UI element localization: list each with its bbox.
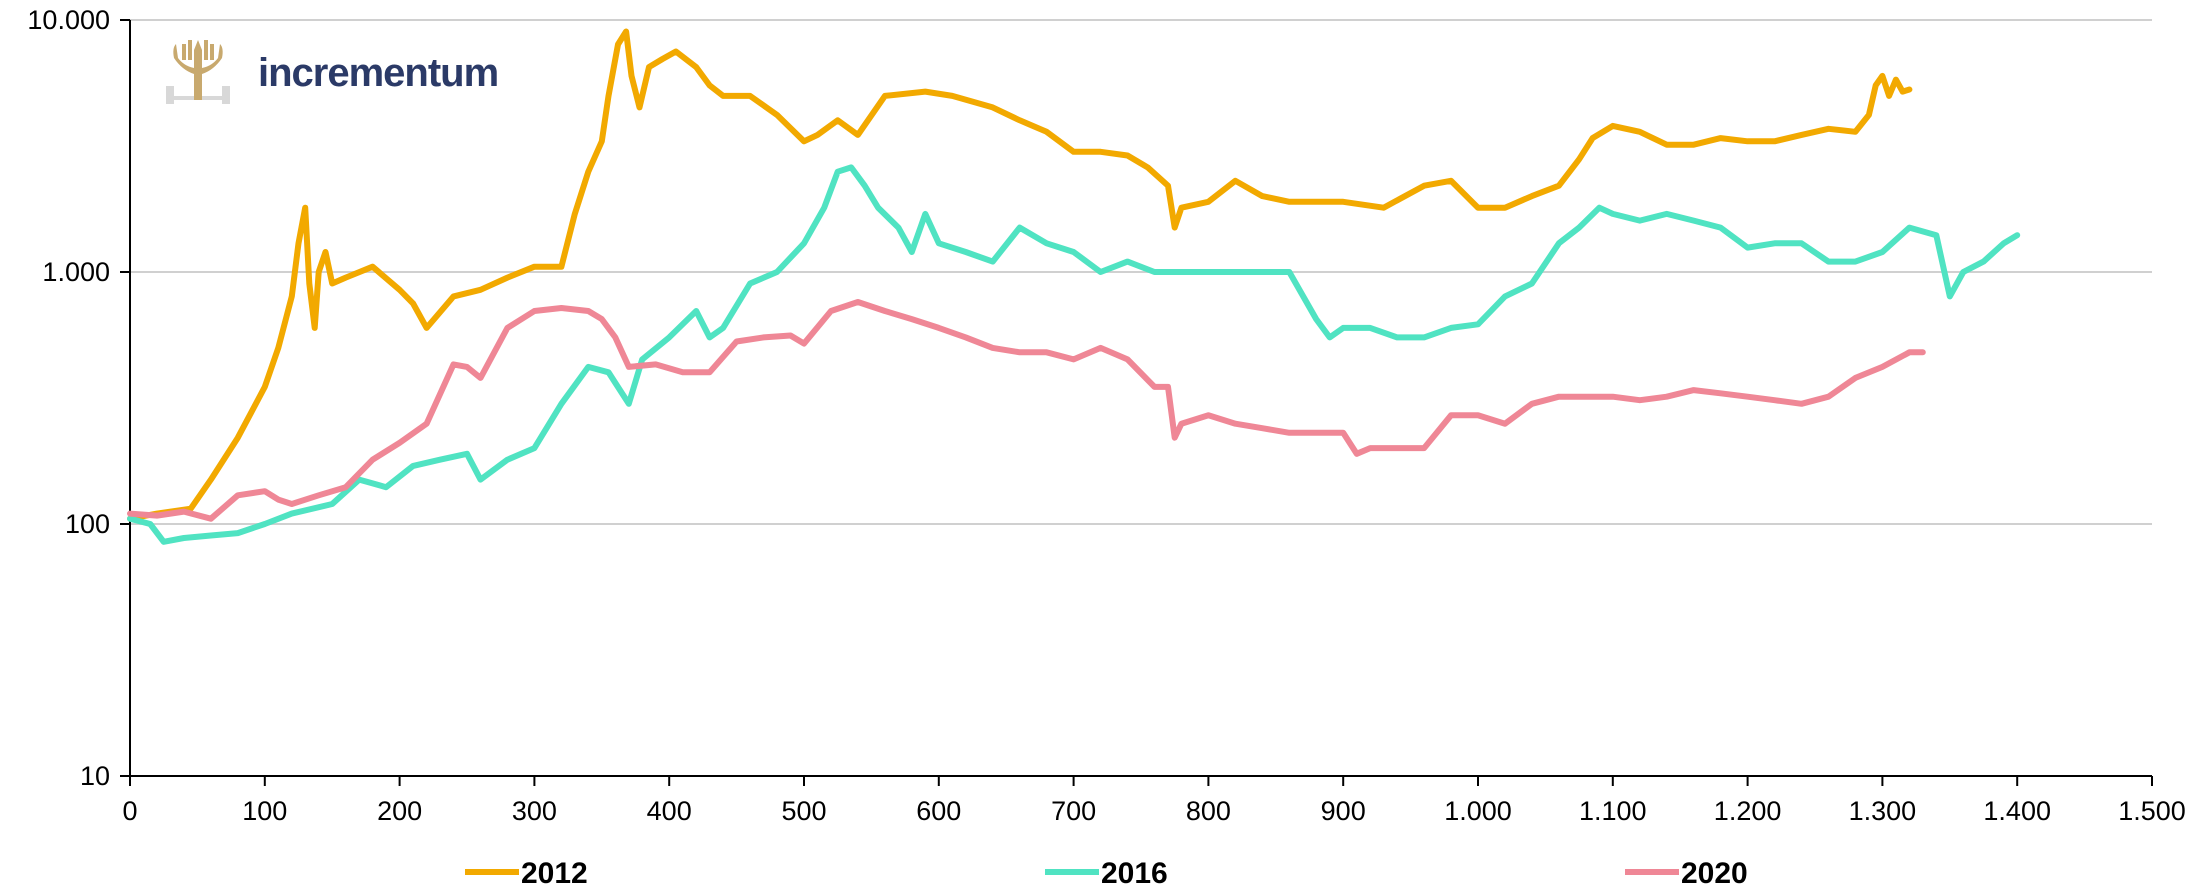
x-tick-label: 1.300 [1849, 796, 1917, 826]
x-tick-label: 400 [647, 796, 692, 826]
x-tick-labels: 0 100 200 300 400 500 600 700 800 900 1.000 1.100 1.… [122, 776, 2186, 826]
x-tick-label: 1.200 [1714, 796, 1782, 826]
x-tick-label: 1.500 [2118, 796, 2186, 826]
series-line-2020 [127, 299, 1926, 522]
series-line-2016 [127, 164, 2021, 545]
legend-label-2012: 2012 [521, 857, 588, 886]
y-tick-label: 1.000 [42, 257, 110, 287]
x-tick-label: 700 [1051, 796, 1096, 826]
x-tick-label: 1.100 [1579, 796, 1647, 826]
x-tick-label: 1.000 [1444, 796, 1512, 826]
x-tick-label: 800 [1186, 796, 1231, 826]
x-tick-label: 300 [512, 796, 557, 826]
y-tick-label: 100 [65, 509, 110, 539]
y-tick-labels: 10 100 1.000 10.000 [27, 5, 130, 791]
axes [129, 20, 2152, 777]
x-tick-label: 500 [781, 796, 826, 826]
y-tick-label: 10.000 [27, 5, 110, 35]
series-lines [127, 28, 2021, 545]
x-tick-label: 1.400 [1983, 796, 2051, 826]
x-tick-label: 100 [242, 796, 287, 826]
brand-logo: incrementum [166, 40, 499, 104]
gridlines [130, 19, 2152, 525]
legend-label-2020: 2020 [1681, 857, 1748, 886]
brand-name: incrementum [258, 51, 498, 95]
x-tick-label: 900 [1321, 796, 1366, 826]
tree-logo-icon [166, 40, 230, 104]
series-line-2012 [127, 28, 1913, 522]
x-tick-label: 600 [916, 796, 961, 826]
x-tick-label: 200 [377, 796, 422, 826]
x-tick-label: 0 [122, 796, 137, 826]
legend-label-2016: 2016 [1101, 857, 1168, 886]
legend: 2012 2016 2020 [465, 857, 1748, 886]
y-tick-label: 10 [80, 761, 110, 791]
